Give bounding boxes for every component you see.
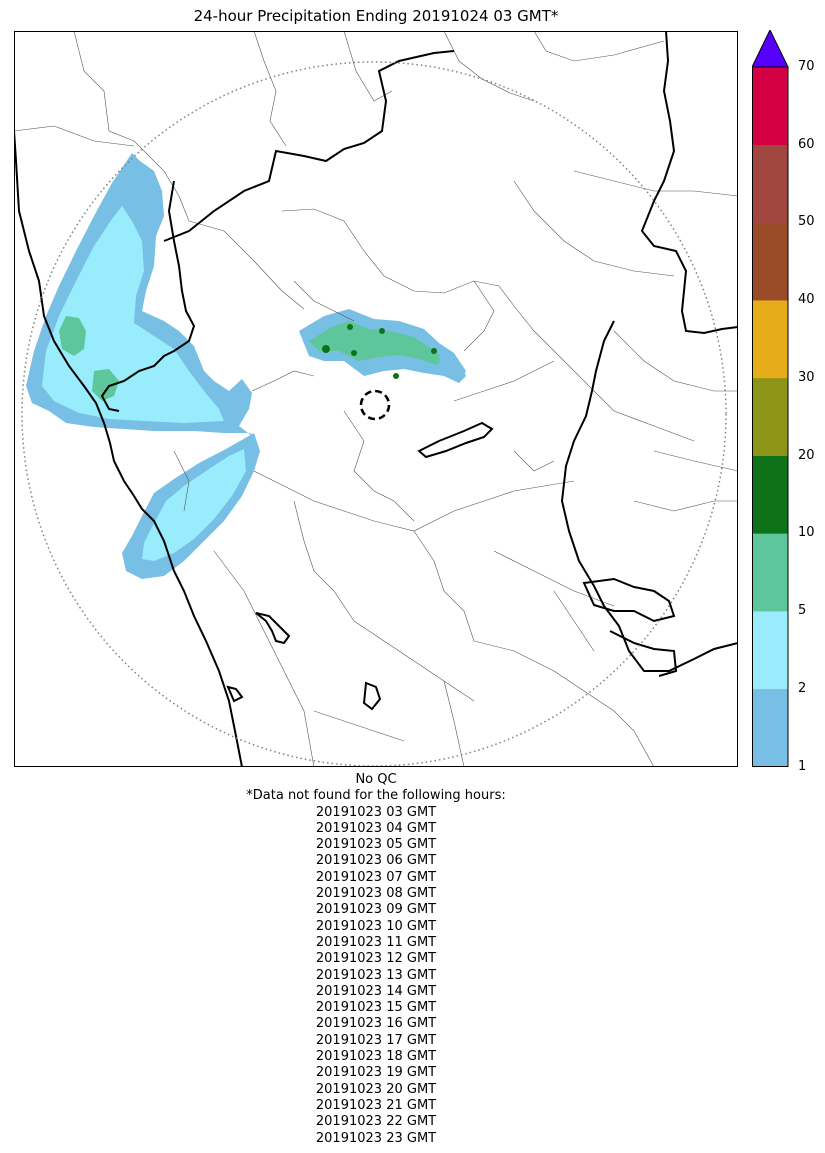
- missing-hour-item: 20191023 15 GMT: [315, 1000, 437, 1016]
- missing-hour-item: 20191023 08 GMT: [315, 886, 437, 902]
- kerala-karnataka-border: [100, 180, 196, 412]
- colorbar-bin: [752, 533, 788, 612]
- missing-hour-item: 20191023 16 GMT: [315, 1016, 437, 1032]
- goa-enclave: [417, 421, 494, 459]
- missing-hour-item: 20191023 22 GMT: [315, 1114, 437, 1130]
- colorbar-bins: [752, 67, 788, 767]
- missing-hour-item: 20191023 14 GMT: [315, 983, 437, 999]
- precip-patch-green-2: [92, 369, 119, 401]
- missing-hour-item: 20191023 09 GMT: [315, 902, 437, 918]
- colorbar-extend-arrow: [752, 30, 789, 68]
- precip-cell-3: [351, 350, 357, 356]
- state-boundaries: [14, 31, 738, 767]
- island-3: [226, 685, 244, 703]
- precipitation-field: [26, 153, 466, 579]
- colorbar: [752, 30, 789, 767]
- radar-range-ring: [21, 61, 727, 767]
- missing-hour-item: 20191023 20 GMT: [315, 1081, 437, 1097]
- missing-hour-item: 20191023 03 GMT: [315, 804, 437, 820]
- colorbar-tick-label: 10: [798, 525, 815, 541]
- northeast-border: [640, 31, 738, 335]
- missing-hour-item: 20191023 07 GMT: [315, 869, 437, 885]
- colorbar-tick-label: 60: [798, 136, 815, 152]
- map-title: 24-hour Precipitation Ending 20191024 03…: [193, 7, 559, 25]
- missing-hour-item: 20191023 11 GMT: [315, 934, 437, 950]
- east-inlet: [609, 630, 678, 677]
- precip-cell-4: [379, 328, 385, 334]
- missing-hour-item: 20191023 05 GMT: [315, 837, 437, 853]
- radar-location-marker: [359, 389, 391, 421]
- missing-hours-list: 20191023 03 GMT 20191023 04 GMT 20191023 0…: [0, 805, 752, 1147]
- colorbar-bin: [752, 611, 788, 690]
- map-frame: [14, 31, 738, 767]
- precip-band-east: [439, 356, 466, 383]
- qc-note: No QC: [355, 772, 397, 787]
- missing-data-header: *Data not found for the following hours:: [246, 788, 506, 804]
- colorbar-bin: [752, 222, 788, 301]
- missing-hour-item: 20191023 13 GMT: [315, 967, 437, 983]
- colorbar-tick-label: 2: [798, 680, 807, 696]
- colorbar-tick-label: 40: [798, 292, 815, 308]
- precip-cell-2: [347, 324, 353, 330]
- district-boundaries: [14, 31, 738, 767]
- missing-hour-item: 20191023 17 GMT: [315, 1032, 437, 1048]
- east-coast-border: [560, 320, 738, 672]
- karnataka-north-border: [163, 50, 455, 242]
- colorbar-bin: [752, 67, 788, 146]
- colorbar-frame: [752, 66, 789, 767]
- colorbar-bin: [752, 377, 788, 456]
- precip-cell-6: [393, 373, 399, 379]
- precip-area-north-inner: [42, 206, 224, 423]
- island-1: [255, 612, 291, 645]
- colorbar-tick-label: 30: [798, 369, 815, 385]
- missing-hour-item: 20191023 12 GMT: [315, 951, 437, 967]
- colorbar-tick-label: 20: [798, 447, 815, 463]
- precip-cell-5: [431, 348, 437, 354]
- colorbar-bin: [752, 300, 788, 379]
- lake-border: [582, 577, 676, 623]
- missing-hour-item: 20191023 10 GMT: [315, 918, 437, 934]
- missing-hour-item: 20191023 04 GMT: [315, 820, 437, 836]
- colorbar-bin: [752, 455, 788, 534]
- precip-area-south-inner: [142, 449, 246, 561]
- missing-hour-item: 20191023 19 GMT: [315, 1065, 437, 1081]
- missing-hour-item: 20191023 23 GMT: [315, 1130, 437, 1146]
- colorbar-bin: [752, 688, 788, 767]
- colorbar-tick-label: 5: [798, 603, 807, 619]
- missing-hour-item: 20191023 18 GMT: [315, 1049, 437, 1065]
- precip-cell-1: [322, 345, 330, 353]
- precip-patch-green-1: [59, 316, 86, 356]
- data-notes: No QC *Data not found for the following …: [0, 772, 752, 1147]
- colorbar-tick-label: 1: [798, 758, 807, 774]
- missing-hour-item: 20191023 06 GMT: [315, 853, 437, 869]
- island-2: [362, 681, 382, 711]
- precipitation-map: [14, 31, 738, 767]
- colorbar-tick-label: 70: [798, 59, 815, 74]
- missing-hour-item: 20191023 21 GMT: [315, 1097, 437, 1113]
- colorbar-tick-label: 50: [798, 214, 815, 230]
- precip-band-central-inner: [309, 321, 444, 365]
- colorbar-bin: [752, 144, 788, 223]
- coastline: [14, 130, 243, 767]
